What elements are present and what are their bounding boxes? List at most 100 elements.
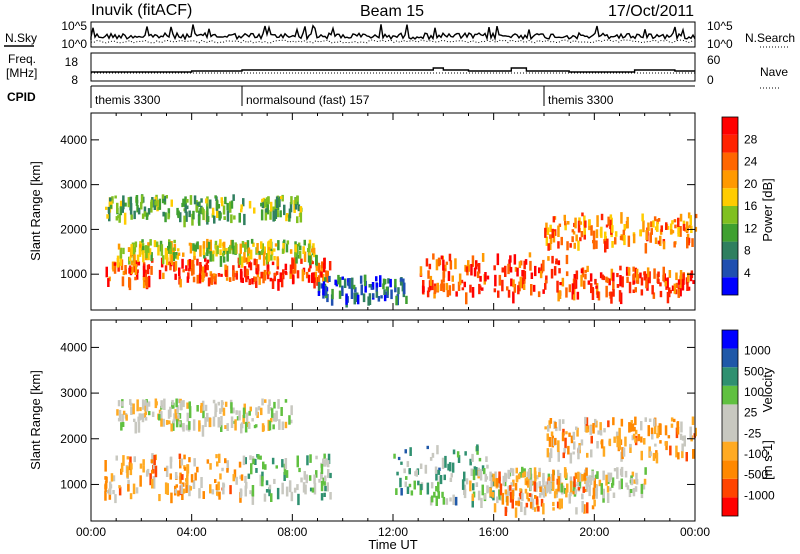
heatmap-cell (244, 268, 247, 278)
heatmap-cell (547, 425, 550, 432)
heatmap-cell (446, 290, 450, 298)
heatmap-cell (218, 420, 222, 428)
heatmap-cell (261, 250, 264, 256)
heatmap-cell (546, 433, 549, 441)
colorbar-tick-label: -25 (744, 426, 762, 440)
heatmap-cell (643, 271, 647, 281)
heatmap-cell (175, 419, 179, 428)
heatmap-cell (583, 223, 586, 235)
heatmap-cell (564, 437, 567, 449)
heatmap-cell (291, 257, 294, 270)
heatmap-cell (599, 272, 603, 279)
heatmap-cell (507, 469, 510, 478)
heatmap-cell (489, 471, 492, 481)
heatmap-cell (484, 473, 487, 482)
heatmap-cell (521, 492, 524, 502)
heatmap-cell (577, 487, 581, 491)
heatmap-cell (154, 196, 157, 202)
heatmap-cell (517, 500, 521, 507)
heatmap-cell (448, 462, 452, 472)
heatmap-cell (158, 198, 162, 210)
heatmap-cell (364, 280, 367, 293)
heatmap-cell (150, 199, 153, 208)
heatmap-cell (219, 239, 222, 248)
colorbar-swatch (722, 259, 738, 278)
heatmap-cell (285, 486, 289, 497)
heatmap-cell (607, 420, 610, 428)
freq-label: Freq. (8, 52, 36, 66)
heatmap-cell (472, 483, 475, 491)
colorbar-swatch (722, 152, 738, 171)
heatmap-cell (451, 462, 455, 473)
freq-trace (91, 67, 695, 73)
heatmap-cell (260, 209, 264, 221)
heatmap-cell (196, 405, 199, 412)
heatmap-cell (544, 227, 547, 238)
heatmap-cell (288, 480, 292, 493)
heatmap-cell (523, 270, 527, 280)
heatmap-cell (493, 265, 496, 271)
heatmap-cell (371, 282, 375, 290)
heatmap-cell (222, 241, 226, 248)
heatmap-cell (174, 261, 178, 271)
heatmap-cell (592, 475, 595, 481)
heatmap-cell (563, 214, 566, 221)
heatmap-cell (430, 495, 434, 503)
heatmap-cell (305, 271, 309, 279)
heatmap-cell (634, 287, 637, 293)
heatmap-cell (681, 279, 685, 291)
heatmap-cell (312, 272, 315, 284)
heatmap-cell (312, 247, 316, 254)
cpid-segment-label: themis 3300 (548, 93, 614, 107)
heatmap-cell (519, 488, 522, 492)
heatmap-cell (654, 237, 658, 244)
heatmap-cell (142, 278, 146, 289)
heatmap-cell (190, 474, 194, 483)
heatmap-cell (486, 275, 490, 280)
heatmap-cell (183, 215, 186, 228)
heatmap-cell (608, 438, 612, 447)
heatmap-cell (114, 494, 117, 504)
heatmap-cell (186, 276, 190, 283)
heatmap-cell (589, 425, 592, 435)
colorbar-swatch (722, 117, 738, 135)
heatmap-cell (320, 493, 324, 501)
heatmap-cell (250, 463, 253, 475)
heatmap-cell (316, 277, 319, 286)
heatmap-cell (637, 434, 641, 442)
heatmap-cell (395, 488, 398, 495)
heatmap-cell (557, 225, 560, 237)
heatmap-cell (264, 198, 267, 208)
heatmap-cell (265, 208, 268, 213)
heatmap-cell (309, 454, 312, 463)
freq-tick-bottom: 8 (71, 73, 78, 87)
heatmap-cell (204, 264, 207, 273)
heatmap-cell (274, 415, 277, 422)
heatmap-cell (136, 269, 139, 273)
heatmap-cell (202, 491, 205, 499)
heatmap-cell (171, 261, 174, 265)
heatmap-cell (457, 455, 461, 463)
heatmap-cell (151, 469, 154, 474)
heatmap-cell (270, 249, 274, 256)
colorbar-tick-label: -500 (744, 468, 768, 482)
heatmap-cell (232, 194, 235, 201)
heatmap-cell (436, 284, 440, 292)
heatmap-cell (583, 489, 587, 493)
heatmap-cell (136, 399, 139, 412)
heatmap-cell (538, 267, 541, 274)
heatmap-cell (229, 201, 232, 213)
heatmap-cell (628, 281, 632, 294)
colorbar-swatch (722, 441, 738, 461)
heatmap-cell (534, 495, 537, 499)
heatmap-cell (148, 248, 152, 255)
heatmap-cell (268, 487, 271, 497)
heatmap-cell (640, 436, 643, 443)
heatmap-cell (196, 466, 199, 473)
heatmap-cell (124, 202, 127, 207)
heatmap-cell (121, 208, 124, 213)
heatmap-cell (117, 215, 120, 219)
nsky-tick-top: 10^5 (61, 19, 87, 33)
heatmap-cell (524, 488, 528, 494)
heatmap-cell (586, 265, 589, 272)
